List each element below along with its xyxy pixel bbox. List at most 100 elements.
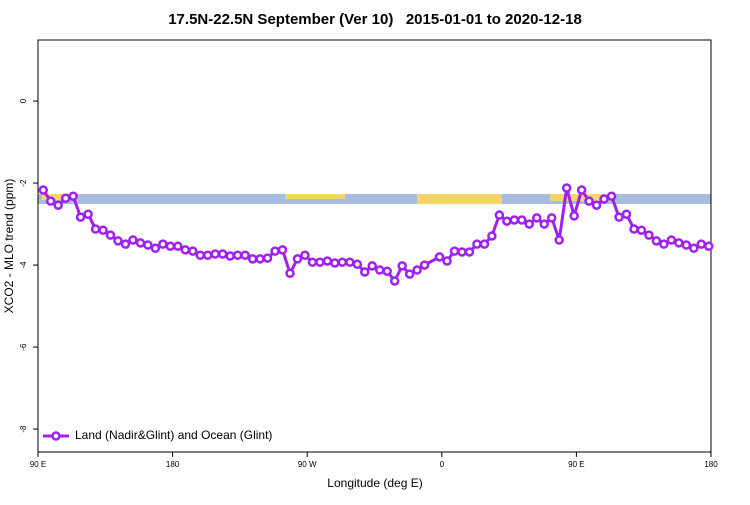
data-point: [232, 250, 243, 260]
data-point: [120, 239, 131, 249]
data-point: [262, 253, 273, 263]
y-axis-label: XCO2 - MLO trend (ppm): [2, 179, 16, 314]
data-point: [150, 243, 161, 254]
y-tick-label: -6: [19, 343, 28, 351]
data-point: [83, 209, 93, 219]
data-point: [315, 257, 325, 267]
data-point: [434, 252, 445, 262]
x-tick-label: 90 W: [298, 460, 317, 469]
data-point: [360, 267, 370, 277]
map-strip: [38, 194, 711, 204]
data-point: [165, 241, 176, 251]
data-point: [487, 231, 497, 241]
data-point: [666, 235, 677, 245]
data-point: [517, 215, 527, 225]
data-point: [277, 245, 288, 255]
data-point: [644, 230, 654, 240]
data-point: [442, 256, 452, 266]
data-point: [195, 250, 206, 260]
data-point: [539, 219, 549, 229]
data-point: [292, 254, 303, 264]
data-point: [479, 239, 490, 249]
data-point: [143, 240, 153, 250]
data-point: [599, 194, 609, 204]
land-patch: [417, 194, 502, 204]
data-point: [270, 246, 280, 256]
data-point: [345, 257, 355, 267]
data-point: [374, 265, 385, 275]
data-point: [240, 250, 250, 260]
data-point: [352, 259, 363, 269]
land-patch: [550, 194, 615, 201]
data-point: [389, 276, 400, 286]
data-point: [404, 269, 415, 279]
chart-title: 17.5N-22.5N September (Ver 10) 2015-01-0…: [168, 11, 582, 28]
data-point: [576, 185, 587, 195]
ocean-strip: [38, 194, 711, 204]
data-point: [367, 261, 378, 271]
data-point: [681, 240, 692, 250]
data-point: [105, 230, 116, 240]
data-point: [180, 245, 191, 255]
data-point: [591, 200, 602, 210]
data-point: [509, 215, 520, 225]
data-point: [457, 247, 467, 257]
data-point: [202, 250, 213, 260]
data-point: [464, 247, 475, 257]
data-point: [494, 210, 505, 220]
land-patch: [285, 194, 345, 199]
data-point: [689, 243, 699, 254]
data-point: [128, 235, 138, 245]
data-point: [113, 236, 123, 246]
data-point: [210, 249, 220, 259]
data-point: [75, 212, 86, 222]
data-point: [98, 225, 108, 235]
data-point: [502, 216, 512, 226]
data-point: [606, 191, 617, 201]
data-point: [307, 257, 318, 267]
data-point: [554, 235, 564, 245]
data-point: [68, 191, 78, 201]
data-point: [397, 261, 407, 271]
data-point: [561, 183, 572, 193]
data-point: [90, 224, 101, 234]
data-point: [45, 196, 56, 206]
data-point: [255, 254, 265, 264]
data-point: [704, 241, 714, 251]
data-point: [621, 209, 632, 219]
data-point: [322, 256, 333, 266]
data-point: [532, 213, 542, 223]
legend-marker: [51, 431, 61, 441]
data-point: [419, 260, 430, 270]
data-point: [382, 266, 392, 276]
data-point: [449, 246, 460, 256]
data-point: [38, 185, 48, 195]
data-point: [217, 249, 228, 259]
data-point: [546, 213, 557, 223]
data-point: [225, 251, 235, 261]
data-point: [472, 239, 482, 249]
x-axis-label: Longitude (deg E): [327, 476, 422, 490]
x-tick-label: 90 E: [568, 460, 584, 469]
data-point: [674, 238, 684, 248]
y-tick-label: 0: [19, 98, 28, 103]
data-point: [651, 236, 662, 246]
data-point: [614, 212, 624, 222]
x-tick-label: 180: [166, 460, 180, 469]
legend-label: Land (Nadir&Glint) and Ocean (Glint): [75, 428, 272, 442]
data-point: [158, 239, 168, 249]
y-tick-label: -8: [19, 425, 28, 433]
data-point: [53, 200, 63, 210]
land-patch: [42, 194, 72, 200]
data-point: [330, 258, 340, 268]
data-point: [60, 193, 71, 203]
data-point: [629, 224, 639, 234]
x-tick-label: 0: [440, 460, 445, 469]
x-tick-label: 90 E: [30, 460, 46, 469]
data-point: [135, 238, 146, 248]
y-tick-label: -4: [19, 261, 28, 269]
data-point: [300, 250, 310, 260]
data-point: [584, 196, 594, 206]
data-point: [247, 254, 258, 264]
